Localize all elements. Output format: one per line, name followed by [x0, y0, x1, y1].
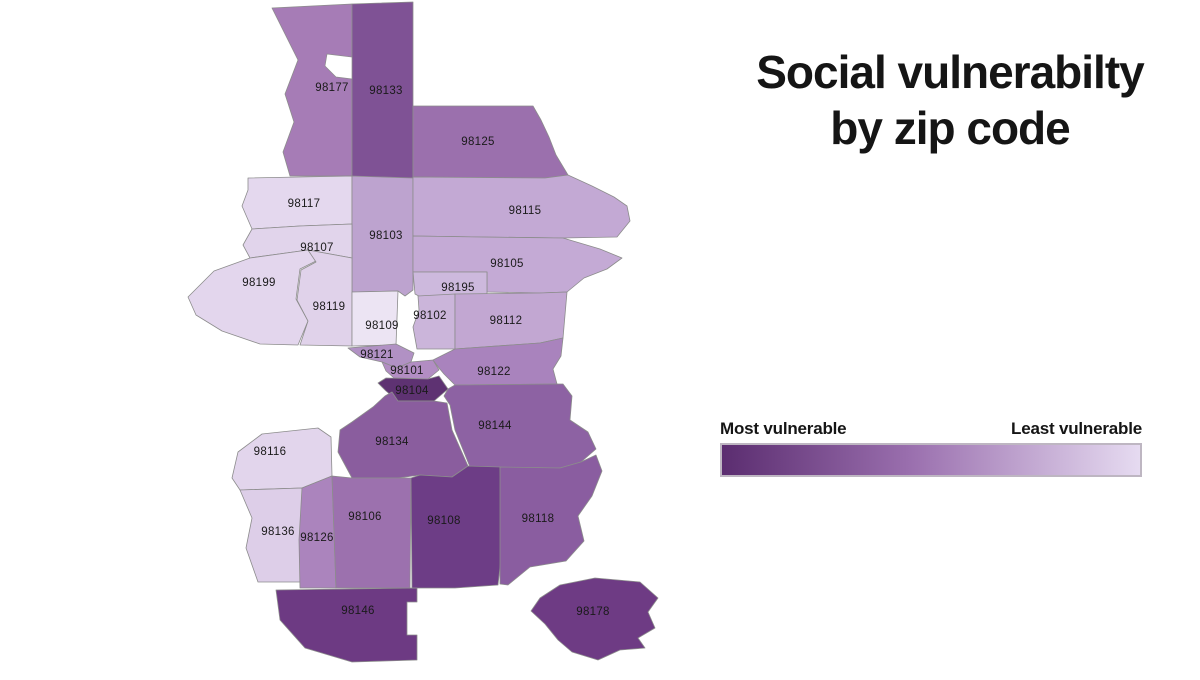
- legend-most-vulnerable-label: Most vulnerable: [720, 419, 847, 438]
- zip-label-98102: 98102: [413, 310, 446, 322]
- zip-label-98101: 98101: [390, 365, 423, 377]
- zip-label-98177: 98177: [315, 82, 348, 94]
- zip-label-98104: 98104: [395, 385, 429, 397]
- zip-region-98119[interactable]: [296, 249, 353, 347]
- zip-region-98134[interactable]: [337, 391, 469, 479]
- legend-least-vulnerable-label: Least vulnerable: [1011, 419, 1142, 438]
- zip-label-98122: 98122: [477, 366, 510, 378]
- zip-label-98109: 98109: [365, 320, 398, 332]
- zip-label-98116: 98116: [254, 446, 287, 458]
- zip-label-98118: 98118: [522, 513, 555, 525]
- page-title-line1: Social vulnerabilty: [756, 46, 1144, 98]
- zip-region-98126[interactable]: [298, 475, 337, 589]
- zip-label-98125: 98125: [461, 136, 494, 148]
- zip-region-98106[interactable]: [331, 475, 412, 589]
- page-title: Social vulnerabilty by zip code: [700, 44, 1200, 156]
- zip-region-98101[interactable]: [381, 359, 440, 380]
- zip-region-98122[interactable]: [432, 337, 564, 386]
- zip-label-98103: 98103: [369, 230, 402, 242]
- zip-region-98118[interactable]: [499, 454, 603, 586]
- zip-label-98105: 98105: [490, 258, 523, 270]
- zip-label-98178: 98178: [576, 606, 609, 618]
- zip-label-98144: 98144: [478, 420, 512, 432]
- legend: Most vulnerable Least vulnerable: [720, 419, 1142, 477]
- zip-region-98146[interactable]: [275, 587, 418, 663]
- zip-region-98116[interactable]: [231, 427, 333, 491]
- zip-label-98108: 98108: [427, 515, 460, 527]
- north-water-notch: [324, 53, 353, 80]
- zip-label-98106: 98106: [348, 511, 381, 523]
- zip-label-98107: 98107: [300, 242, 333, 254]
- zip-label-98115: 98115: [509, 205, 542, 217]
- zip-label-98121: 98121: [360, 349, 393, 361]
- zip-label-98119: 98119: [313, 301, 346, 313]
- zip-label-98199: 98199: [242, 277, 275, 289]
- zip-label-98133: 98133: [369, 85, 402, 97]
- zip-label-98134: 98134: [375, 436, 409, 448]
- zip-label-98112: 98112: [490, 315, 523, 327]
- zip-label-98195: 98195: [441, 282, 474, 294]
- legend-gradient-bar: [720, 443, 1142, 477]
- zip-label-98136: 98136: [261, 526, 294, 538]
- zip-region-98199[interactable]: [187, 249, 317, 346]
- zip-label-98117: 98117: [288, 198, 321, 210]
- zip-region-98144[interactable]: [443, 383, 597, 469]
- zip-region-98109[interactable]: [351, 290, 399, 347]
- page-title-line2: by zip code: [830, 102, 1070, 155]
- zip-region-98178[interactable]: [530, 577, 659, 661]
- zip-label-98126: 98126: [300, 532, 333, 544]
- zip-label-98146: 98146: [341, 605, 374, 617]
